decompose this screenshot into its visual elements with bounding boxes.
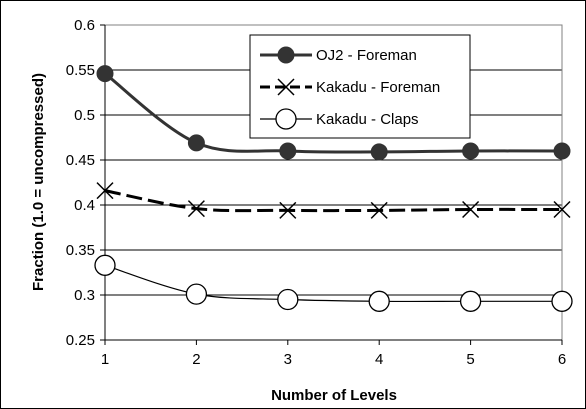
legend-item: Kakadu - Claps (260, 108, 419, 130)
data-point (187, 200, 205, 218)
data-point (462, 142, 480, 160)
y-axis-label: Fraction (1.0 = uncompressed) (30, 73, 47, 291)
legend: OJ2 - Foreman Kakadu - Foreman Kakadu - Cl… (249, 34, 471, 139)
data-point (553, 200, 571, 219)
x-tick-label: 2 (192, 351, 200, 368)
data-point (279, 142, 297, 160)
series-1 (96, 65, 571, 161)
legend-item: Kakadu - Foreman (260, 78, 440, 96)
y-tick-labels: 0.25 0.3 0.35 0.4 0.45 0.5 0.55 0.6 (66, 17, 95, 349)
y-tick-label: 0.35 (66, 242, 95, 259)
data-point (187, 134, 205, 152)
x-axis-label: Number of Levels (271, 387, 397, 404)
y-tick-label: 0.55 (66, 62, 95, 79)
data-point (277, 288, 299, 311)
x-tick-label: 1 (101, 351, 109, 368)
data-point (94, 254, 116, 276)
data-point (279, 201, 297, 219)
y-tick-label: 0.5 (74, 107, 95, 124)
data-point (277, 46, 295, 64)
x-tick-label: 6 (558, 351, 566, 368)
legend-label: OJ2 - Foreman (316, 47, 417, 64)
data-point (462, 200, 480, 219)
data-point (185, 283, 208, 305)
y-tick-label: 0.45 (66, 152, 95, 169)
series-layer (94, 65, 573, 312)
y-tick-label: 0.6 (74, 17, 95, 34)
data-point (277, 78, 295, 96)
series-line (104, 189, 563, 213)
data-point (275, 108, 297, 130)
series-3 (94, 254, 573, 312)
data-point (553, 142, 571, 160)
y-tick-label: 0.3 (74, 287, 95, 304)
data-point (370, 143, 388, 161)
data-point (368, 290, 390, 312)
data-point (96, 182, 114, 200)
y-tick-label: 0.4 (74, 197, 95, 214)
data-point (96, 65, 114, 83)
data-point (551, 290, 573, 312)
y-tick-label: 0.25 (66, 332, 95, 349)
x-tick-label: 5 (466, 351, 474, 368)
series-2 (96, 182, 571, 219)
x-tick-labels: 1 2 3 4 5 6 (101, 351, 566, 368)
legend-label: Kakadu - Claps (316, 111, 419, 128)
legend-item: OJ2 - Foreman (260, 46, 417, 64)
data-point (370, 201, 388, 219)
x-tick-label: 3 (284, 351, 292, 368)
legend-label: Kakadu - Foreman (316, 79, 440, 96)
x-tick-label: 4 (375, 351, 383, 368)
data-point (459, 290, 482, 312)
